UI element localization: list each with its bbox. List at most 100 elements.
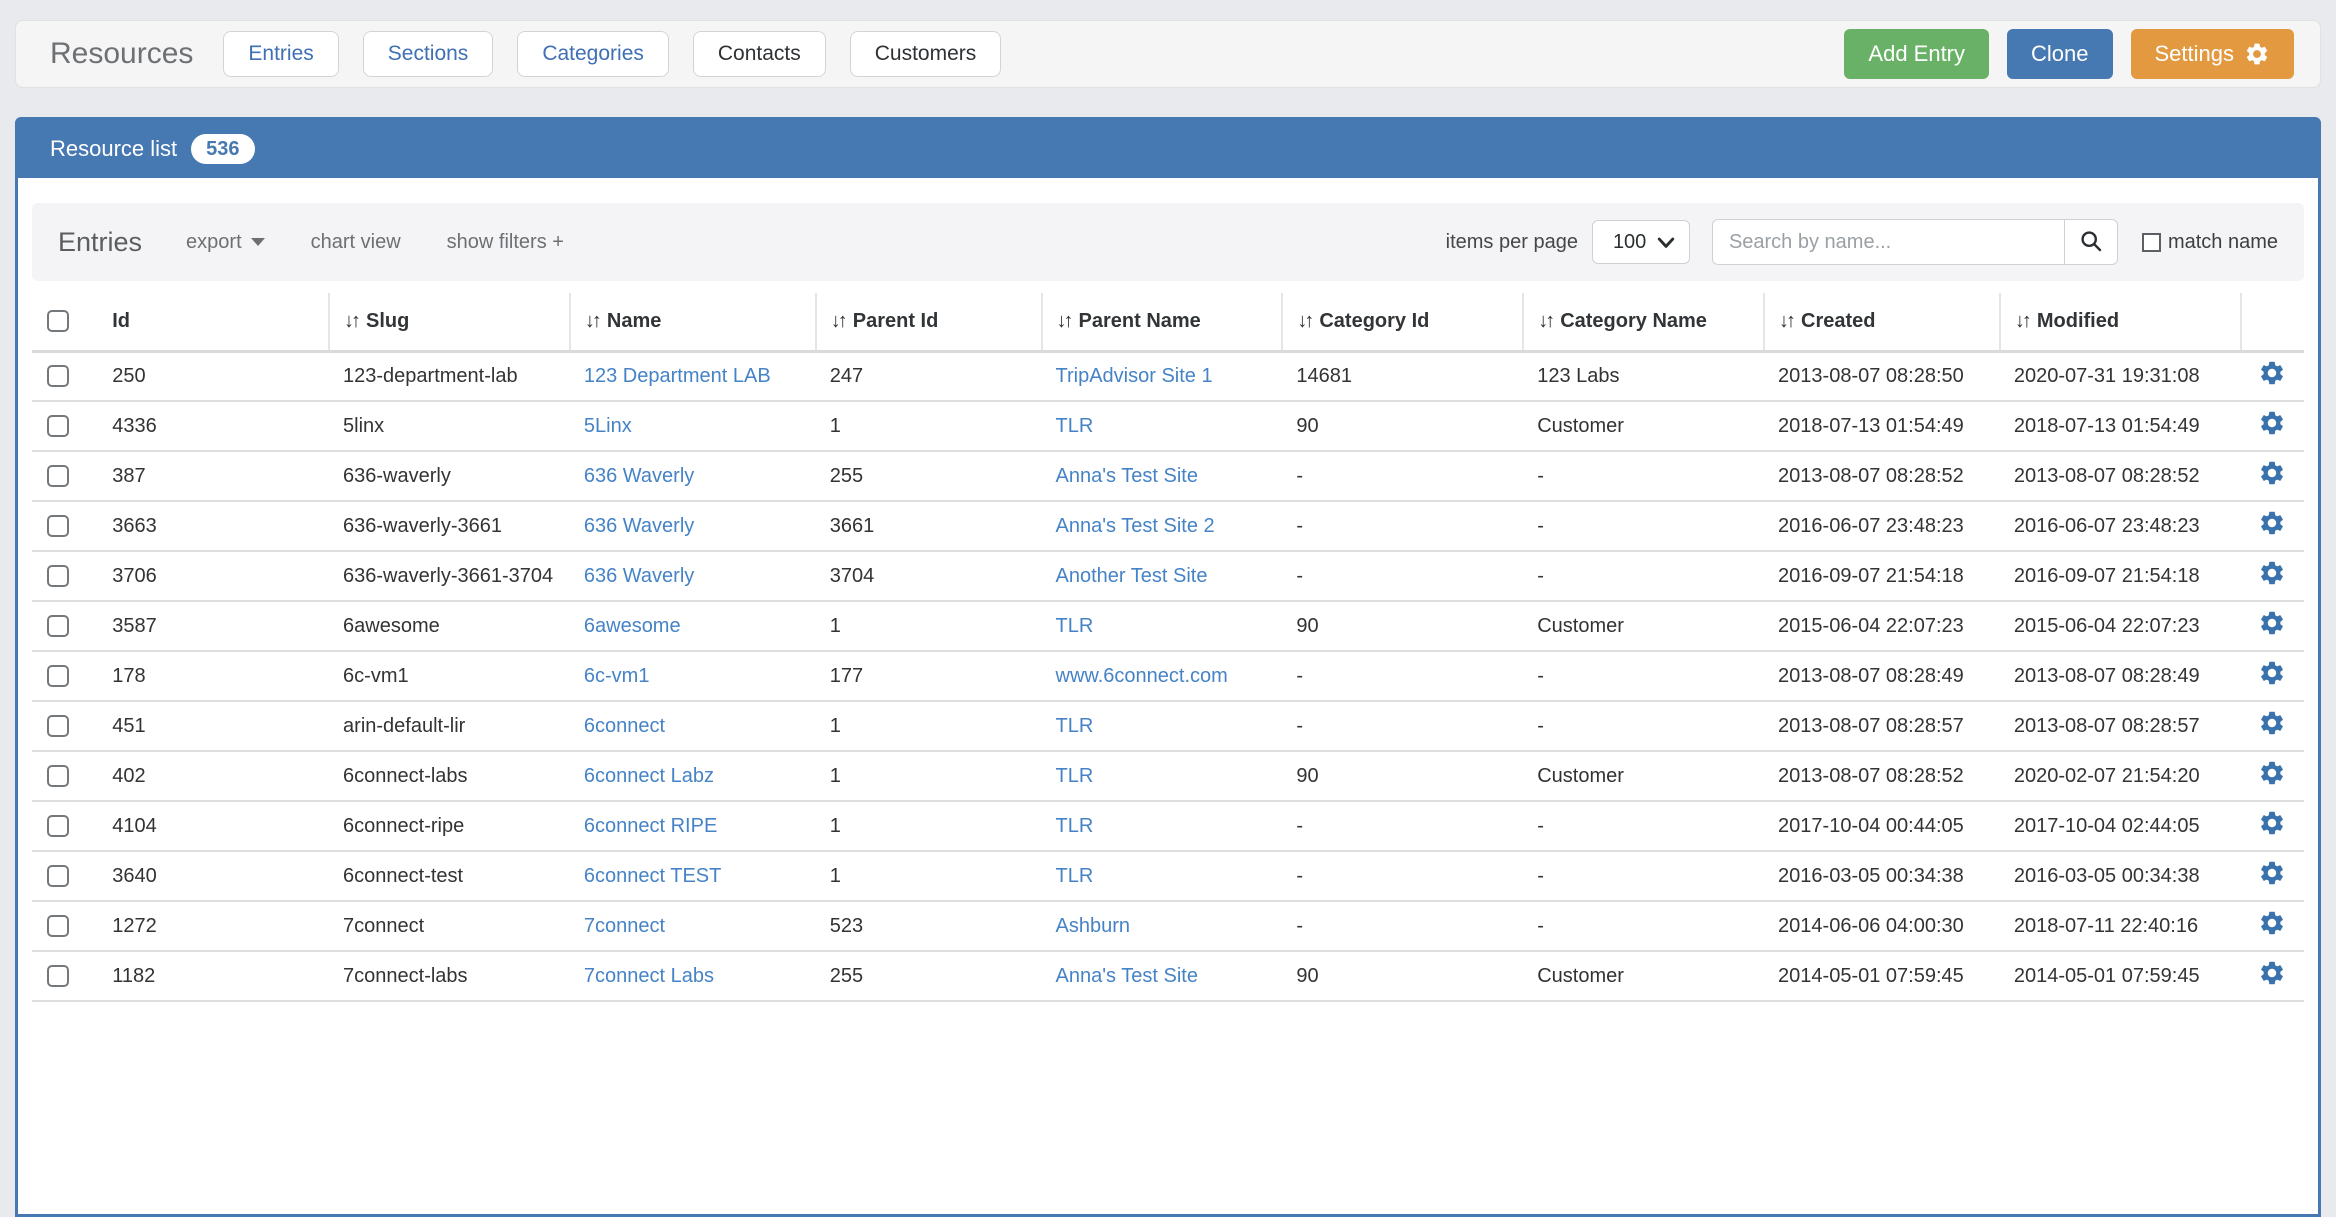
row-checkbox[interactable] (47, 815, 69, 838)
name-link[interactable]: 6connect TEST (583, 864, 722, 887)
parent_name-link[interactable]: www.6connect.com (1055, 664, 1228, 687)
cell-name: 7connect (569, 900, 816, 951)
row-checkbox[interactable] (47, 965, 69, 988)
cell-parent_name: TLR (1041, 700, 1283, 751)
chart-view-link[interactable]: chart view (310, 230, 401, 253)
search-button[interactable] (2063, 219, 2118, 265)
parent_name-link[interactable]: Anna's Test Site 2 (1055, 514, 1215, 537)
settings-button[interactable]: Settings (2130, 29, 2294, 79)
sort-icon[interactable]: ↓↑ (584, 309, 602, 332)
name-link[interactable]: 636 Waverly (583, 464, 695, 487)
row-checkbox[interactable] (47, 415, 69, 438)
column-header-name[interactable]: ↓↑ Name (568, 293, 816, 353)
name-link[interactable]: 5Linx (583, 414, 632, 437)
sort-icon[interactable]: ↓↑ (1779, 309, 1796, 332)
row-actions-gear-button[interactable] (2257, 959, 2287, 989)
name-link[interactable]: 7connect (583, 914, 666, 937)
row-checkbox[interactable] (47, 765, 69, 788)
name-link[interactable]: 6awesome (583, 614, 681, 637)
row-actions-gear-button[interactable] (2257, 409, 2287, 439)
parent_name-link[interactable]: Anna's Test Site (1055, 964, 1198, 987)
export-dropdown[interactable]: export (186, 231, 265, 254)
row-checkbox[interactable] (47, 915, 69, 938)
cell-id: 387 (98, 450, 330, 501)
nav-button-contacts[interactable]: Contacts (692, 31, 826, 77)
nav-button-customers[interactable]: Customers (849, 31, 1002, 77)
items-per-page-select[interactable]: 100 (1591, 220, 1690, 264)
parent_name-link[interactable]: TLR (1055, 764, 1094, 787)
column-header-category-id[interactable]: ↓↑ Category Id (1281, 293, 1524, 353)
name-link[interactable]: 7connect Labs (583, 964, 714, 987)
parent_name-link[interactable]: Ashburn (1055, 914, 1131, 937)
column-header-modified[interactable]: ↓↑ Modified (1998, 293, 2241, 353)
sort-icon[interactable]: ↓↑ (1056, 309, 1074, 332)
name-link[interactable]: 123 Department LAB (583, 364, 771, 387)
row-checkbox[interactable] (47, 465, 69, 488)
parent_name-link[interactable]: TLR (1055, 614, 1094, 637)
nav-button-categories[interactable]: Categories (517, 31, 669, 77)
row-actions-gear-button[interactable] (2257, 459, 2287, 489)
parent_name-link[interactable]: TLR (1055, 864, 1094, 887)
row-actions-gear-button[interactable] (2257, 659, 2287, 689)
row-checkbox[interactable] (47, 615, 69, 638)
parent_name-link[interactable]: Anna's Test Site (1055, 464, 1198, 487)
sort-icon[interactable]: ↓↑ (1538, 309, 1555, 332)
parent_name-link[interactable]: TripAdvisor Site 1 (1055, 364, 1213, 387)
column-header-label: Category Name (1560, 309, 1707, 332)
parent_name-link[interactable]: TLR (1055, 414, 1094, 437)
row-select-cell (32, 850, 99, 901)
cell-category_id: 90 (1282, 400, 1524, 451)
column-header-parent-name[interactable]: ↓↑ Parent Name (1040, 293, 1283, 353)
name-link[interactable]: 636 Waverly (583, 564, 695, 587)
row-checkbox[interactable] (47, 715, 69, 738)
row-actions-gear-button[interactable] (2257, 709, 2287, 739)
cell-category_name: 123 Labs (1523, 351, 1764, 401)
slug-value: arin-default-lir (343, 714, 466, 737)
column-header-parent-id[interactable]: ↓↑ Parent Id (814, 293, 1042, 353)
row-checkbox[interactable] (47, 565, 69, 588)
cell-parent_id: 3661 (815, 500, 1042, 551)
parent_name-link[interactable]: Another Test Site (1055, 564, 1208, 587)
search-input[interactable] (1711, 219, 2064, 265)
page-header: Resources Entries Sections Categories Conta… (15, 20, 2321, 88)
show-filters-link[interactable]: show filters + (446, 230, 564, 253)
name-link[interactable]: 6connect (583, 714, 666, 737)
clone-button[interactable]: Clone (2007, 29, 2113, 79)
row-checkbox[interactable] (47, 665, 69, 688)
row-actions-gear-button[interactable] (2257, 359, 2287, 389)
modified-value: 2013-08-07 08:28:52 (2013, 464, 2200, 487)
row-checkbox[interactable] (47, 515, 69, 538)
sort-icon[interactable]: ↓↑ (1297, 309, 1314, 332)
row-actions-gear-button[interactable] (2257, 909, 2287, 939)
nav-button-sections[interactable]: Sections (362, 31, 494, 77)
name-link[interactable]: 636 Waverly (583, 514, 695, 537)
column-header-category-name[interactable]: ↓↑ Category Name (1522, 293, 1765, 353)
row-actions-gear-button[interactable] (2257, 509, 2287, 539)
gear-icon (2258, 911, 2286, 940)
slug-value: 123-department-lab (343, 364, 518, 387)
column-header-created[interactable]: ↓↑ Created (1763, 293, 2000, 353)
row-checkbox[interactable] (47, 865, 69, 888)
name-link[interactable]: 6connect Labz (583, 764, 714, 787)
add-entry-button[interactable]: Add Entry (1844, 29, 1990, 79)
panel-header: Resource list 536 (18, 120, 2318, 178)
sort-icon[interactable]: ↓↑ (830, 309, 848, 332)
parent_name-link[interactable]: TLR (1055, 814, 1094, 837)
cell-created: 2016-03-05 00:34:38 (1764, 850, 2000, 901)
sort-icon[interactable]: ↓↑ (344, 309, 361, 332)
row-actions-gear-button[interactable] (2257, 809, 2287, 839)
cell-parent_id: 1 (815, 800, 1042, 851)
column-header-slug[interactable]: ↓↑ Slug (328, 293, 570, 353)
sort-icon[interactable]: ↓↑ (2014, 309, 2032, 332)
row-actions-gear-button[interactable] (2257, 559, 2287, 589)
name-link[interactable]: 6connect RIPE (583, 814, 718, 837)
row-checkbox[interactable] (47, 365, 69, 388)
row-actions-gear-button[interactable] (2257, 859, 2287, 889)
name-link[interactable]: 6c-vm1 (583, 664, 650, 687)
row-actions-gear-button[interactable] (2257, 759, 2287, 789)
nav-button-entries[interactable]: Entries (223, 31, 339, 77)
match-name-checkbox[interactable] (2141, 232, 2161, 252)
select-all-checkbox[interactable] (47, 310, 69, 333)
parent_name-link[interactable]: TLR (1055, 714, 1094, 737)
row-actions-gear-button[interactable] (2257, 609, 2287, 639)
